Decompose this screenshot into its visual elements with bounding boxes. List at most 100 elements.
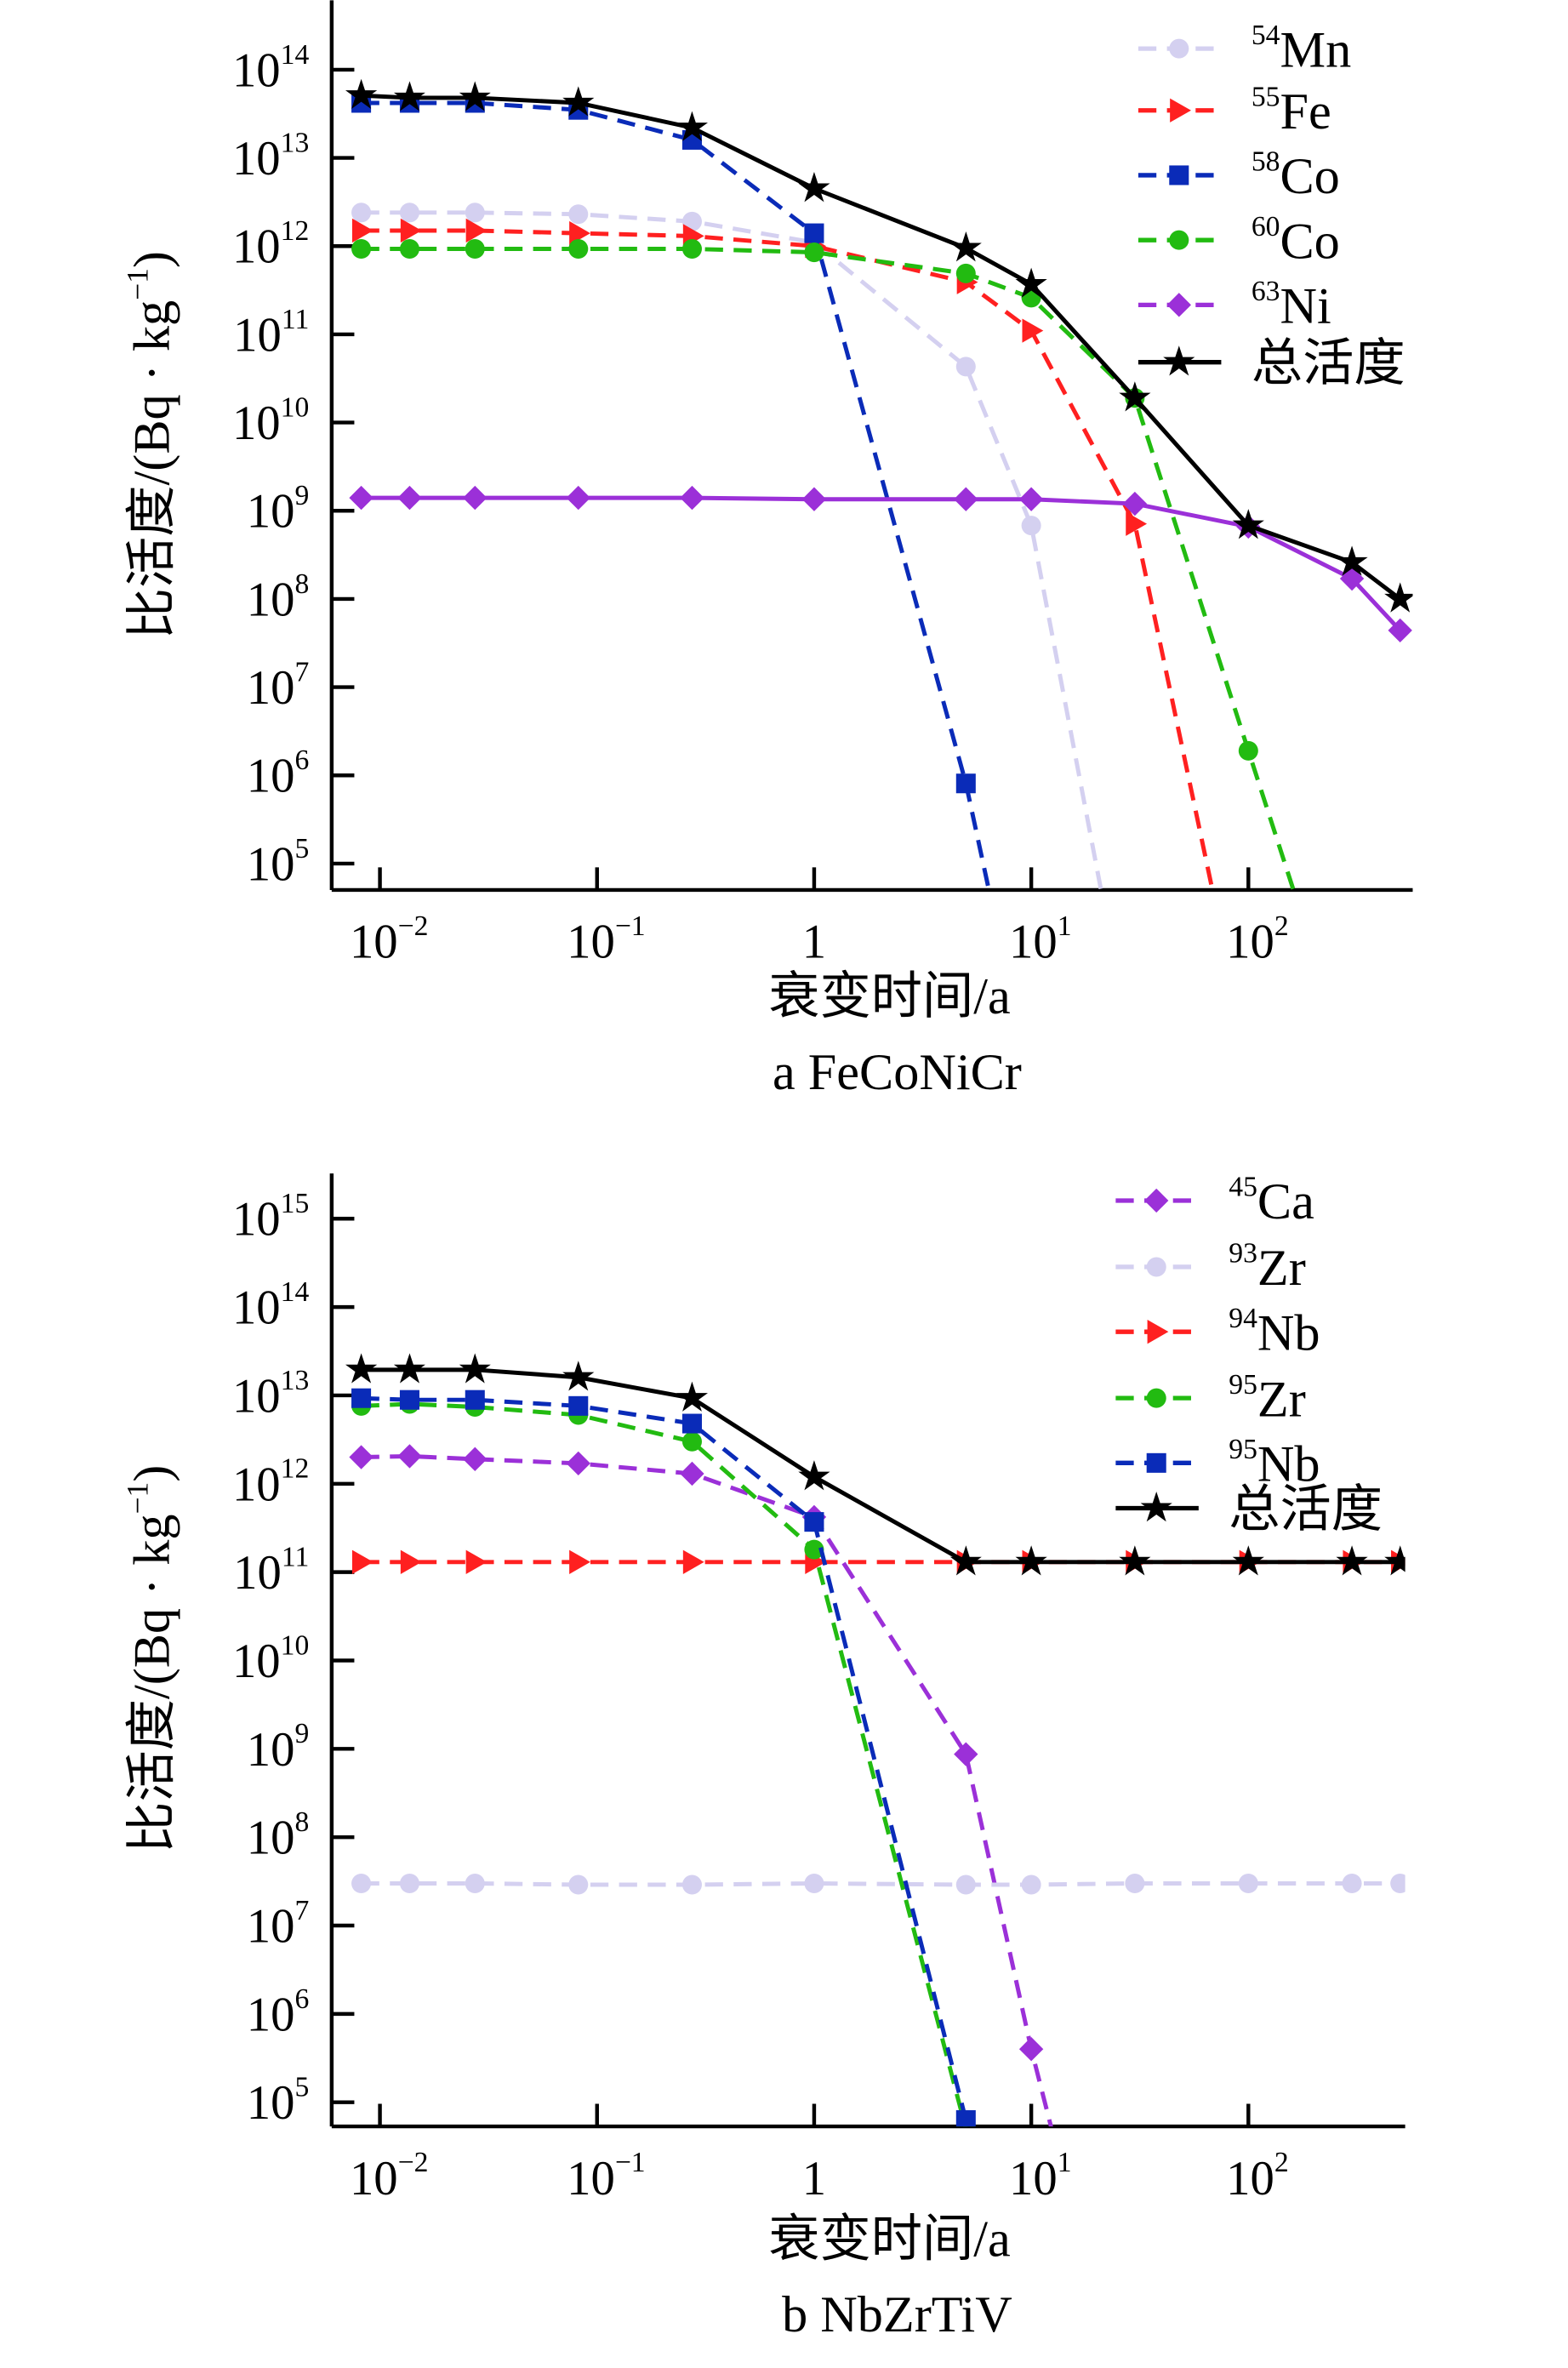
data-point-total [676, 1381, 709, 1412]
y-tick-label: 1010 [232, 391, 309, 450]
data-point-total [459, 81, 491, 111]
data-point-Nb94 [569, 1549, 590, 1574]
x-tick-exp: 2 [1274, 2147, 1289, 2178]
y-tick-base: 10 [247, 837, 295, 891]
x-tick-base: 10 [1226, 916, 1274, 969]
series-Nb95 [351, 1388, 976, 2127]
data-point-Co60 [465, 238, 485, 260]
legend-label: 55Fe [1252, 81, 1331, 140]
y-tick-label: 1012 [232, 1453, 309, 1512]
y-tick-label: 106 [247, 745, 310, 803]
series-Zr93 [351, 1873, 1405, 1895]
data-point-Zr93 [1390, 1873, 1405, 1893]
legend-mass-number: 94 [1229, 1303, 1257, 1334]
y-tick-exp: 7 [294, 656, 309, 688]
series-Ca45 [349, 1444, 1053, 2127]
legend-label: 45Ca [1229, 1172, 1314, 1231]
y-tick-base: 10 [247, 1812, 295, 1865]
x-tick-exp: 1 [1058, 910, 1072, 942]
data-point-Ni63 [463, 485, 488, 511]
y-axis-label-sup: −1 [121, 268, 155, 300]
legend-label: 总活度 [1229, 1481, 1383, 1538]
y-axis-label-close: ) [123, 1465, 180, 1482]
x-tick-label: 101 [1009, 910, 1072, 969]
y-tick-base: 10 [232, 1369, 281, 1423]
y-tick-exp: 10 [281, 391, 310, 423]
y-tick-label: 108 [247, 568, 310, 627]
data-point-Nb95 [681, 1413, 702, 1434]
data-point-Zr93 [1125, 1873, 1145, 1893]
legend-symbol: Ca [1257, 1173, 1314, 1230]
legend-marker [1146, 1257, 1166, 1277]
legend-item-total: 总活度 [1138, 335, 1405, 392]
legend-mass-number: 55 [1252, 81, 1280, 112]
legend-label: 94Nb [1229, 1303, 1320, 1362]
y-tick-exp: 8 [294, 568, 309, 600]
x-tick-label: 10−2 [350, 2147, 429, 2205]
legend-marker [1166, 293, 1191, 317]
data-point-Zr93 [681, 1874, 702, 1895]
data-point-Ni63 [801, 487, 827, 511]
data-point-Fe55 [1126, 511, 1148, 536]
data-point-Ca45 [349, 1445, 373, 1469]
x-tick-label: 1 [802, 916, 826, 969]
y-tick-exp: 14 [281, 1276, 310, 1308]
data-point-Nb95 [399, 1389, 419, 1410]
legend-mass-number: 95 [1229, 1369, 1257, 1401]
data-point-Co60 [399, 238, 419, 260]
data-point-Co60 [681, 238, 702, 260]
legend-item-Mn54: 54Mn [1138, 20, 1351, 79]
legend-symbol: Zr [1257, 1240, 1306, 1297]
data-point-total [1119, 381, 1151, 412]
data-point-Co58 [804, 223, 824, 243]
legend-marker [1144, 1188, 1169, 1213]
data-point-Ni63 [1018, 487, 1044, 511]
data-point-total [1384, 1545, 1405, 1576]
series-Zr95 [351, 1394, 976, 2127]
legend-mass-number: 93 [1229, 1238, 1257, 1270]
data-point-Ca45 [680, 1461, 704, 1486]
y-tick-base: 10 [247, 750, 295, 803]
y-tick-exp: 15 [281, 1188, 310, 1219]
data-point-total [1119, 1545, 1151, 1576]
data-point-total [1015, 267, 1047, 298]
data-point-Nb94 [465, 1549, 488, 1574]
x-tick-label: 101 [1009, 2147, 1072, 2205]
legend-item-Ca45: 45Ca [1115, 1172, 1314, 1231]
data-point-Zr93 [1342, 1873, 1362, 1893]
data-point-Fe55 [400, 218, 422, 243]
data-point-Co60 [1343, 1061, 1362, 1081]
y-axis-label: 比活度/(Bq · kg−1) [121, 1465, 181, 1853]
x-tick-base: 1 [802, 916, 826, 969]
data-point-Zr95 [804, 1539, 824, 1560]
y-tick-base: 10 [232, 1281, 281, 1335]
legend-mass-number: 45 [1229, 1172, 1257, 1203]
data-point-Ni63 [680, 485, 704, 511]
y-tick-base: 10 [247, 661, 295, 715]
data-point-total [562, 1361, 595, 1391]
legend-marker [1169, 38, 1189, 59]
data-point-Mn54 [399, 203, 419, 223]
y-tick-base: 10 [233, 308, 282, 362]
data-point-Zr93 [351, 1873, 372, 1893]
data-point-total [1336, 1545, 1368, 1576]
y-tick-label: 1014 [232, 1276, 310, 1335]
data-point-Zr93 [399, 1873, 419, 1893]
y-tick-label: 1011 [233, 304, 309, 362]
y-axis-label: 比活度/(Bq · kg−1) [121, 251, 181, 639]
legend-symbol: Zr [1257, 1371, 1306, 1428]
y-tick-base: 10 [232, 220, 281, 274]
series-line-Co58 [361, 100, 991, 890]
y-tick-base: 10 [232, 1635, 281, 1688]
legend-label: 54Mn [1252, 20, 1351, 79]
legend-marker [1146, 1388, 1166, 1408]
y-tick-base: 10 [232, 132, 281, 185]
legend-marker [1140, 1492, 1172, 1522]
legend-label: 63Ni [1252, 276, 1331, 335]
series-line-Co60 [361, 247, 1296, 890]
legend-item-Co58: 58Co [1138, 146, 1340, 206]
data-point-total [393, 81, 425, 111]
legend-label: 58Co [1252, 146, 1340, 206]
legend-mass-number: 63 [1252, 276, 1280, 307]
x-tick-label: 10−1 [567, 910, 646, 969]
